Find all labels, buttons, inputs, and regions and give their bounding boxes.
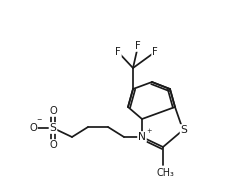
Text: +: + [146,128,151,134]
Text: S: S [180,125,187,135]
Text: CH₃: CH₃ [155,168,173,178]
Text: F: F [135,41,140,51]
Text: S: S [49,123,56,133]
Text: F: F [151,47,157,57]
Text: O: O [49,140,57,150]
Text: F: F [115,47,120,57]
Text: N: N [138,132,145,142]
Text: O: O [29,123,37,133]
Text: −: − [36,117,42,123]
Text: O: O [49,106,57,116]
